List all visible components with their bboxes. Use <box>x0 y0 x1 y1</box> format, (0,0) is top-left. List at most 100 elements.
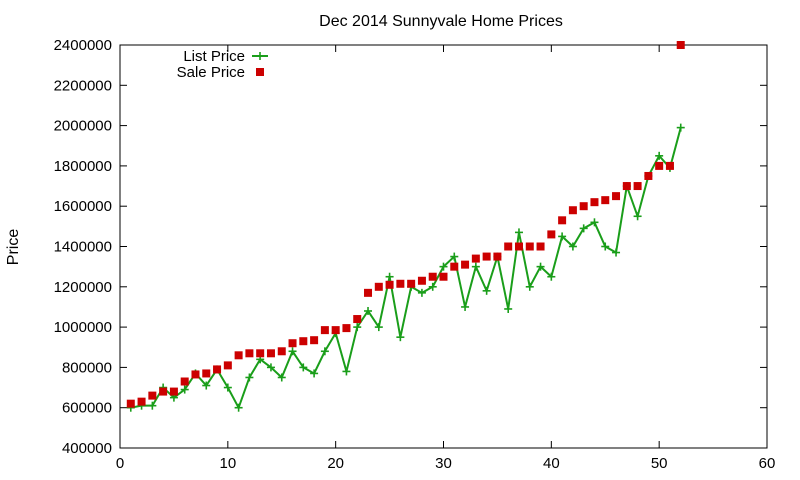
sale-price-point <box>234 351 243 360</box>
sale-price-point <box>655 161 664 170</box>
sale-price-point <box>266 349 275 358</box>
x-tick-label: 20 <box>327 455 344 472</box>
legend-sale-price-label: Sale Price <box>177 64 245 81</box>
list-price-point <box>374 323 383 332</box>
sale-price-point <box>568 206 577 215</box>
list-price-line <box>130 127 682 411</box>
sale-price-point <box>353 315 362 324</box>
sale-price-point <box>644 171 653 180</box>
sale-price-point <box>547 230 556 239</box>
sale-price-point <box>385 280 394 289</box>
x-tick-label: 50 <box>651 455 668 472</box>
sale-price-point <box>137 397 146 406</box>
list-price-point <box>385 272 394 281</box>
sale-price-point <box>364 288 373 297</box>
list-price-point <box>180 385 189 394</box>
sale-price-point <box>342 324 351 333</box>
sale-price-point <box>310 336 319 345</box>
sale-price-point <box>331 326 340 335</box>
sale-price-point <box>126 399 135 408</box>
sale-price-point <box>180 377 189 386</box>
list-price-point <box>320 347 329 356</box>
list-price-point <box>342 367 351 376</box>
list-price-point <box>655 151 664 160</box>
sale-price-point <box>191 370 200 379</box>
sale-price-point <box>558 216 567 225</box>
list-price-point <box>504 304 513 313</box>
x-tick-label: 10 <box>219 455 236 472</box>
list-price-point <box>428 282 437 291</box>
legend-list-price-label: List Price <box>183 48 245 65</box>
chart-marks <box>126 41 685 412</box>
sale-price-point <box>461 260 470 269</box>
list-price-point <box>245 373 254 382</box>
sale-price-point <box>676 41 685 49</box>
list-price-point <box>612 248 621 257</box>
list-price-point <box>417 288 426 297</box>
y-tick-label: 1800000 <box>54 158 112 175</box>
sale-price-point <box>256 349 265 358</box>
sale-price-point <box>159 387 168 396</box>
plot-frame <box>119 44 768 449</box>
x-tick-label: 40 <box>543 455 560 472</box>
y-tick-label: 1200000 <box>54 279 112 296</box>
sale-price-point <box>601 196 610 205</box>
sale-price-point <box>213 365 222 374</box>
sale-price-point <box>320 326 329 335</box>
list-price-point <box>547 272 556 281</box>
y-tick-label: 1600000 <box>54 198 112 215</box>
list-price-point <box>364 306 373 315</box>
sale-price-point <box>374 282 383 291</box>
list-price-point <box>579 224 588 233</box>
list-price-point <box>353 323 362 332</box>
list-price-point <box>568 242 577 251</box>
list-price-point <box>148 401 157 410</box>
sale-price-point <box>504 242 513 251</box>
list-price-point <box>277 373 286 382</box>
legend-sale-price-swatch <box>256 68 264 76</box>
list-price-point <box>288 347 297 356</box>
sale-price-point <box>396 279 405 288</box>
sale-price-point <box>579 202 588 211</box>
y-tick-label: 1400000 <box>54 239 112 256</box>
x-tick-label: 0 <box>116 455 124 472</box>
sale-price-point <box>148 391 157 400</box>
sale-price-point <box>622 182 631 191</box>
sale-price-point <box>288 339 297 348</box>
y-tick-label: 400000 <box>62 440 112 457</box>
list-price-point <box>202 381 211 390</box>
y-tick-label: 2000000 <box>54 118 112 135</box>
sale-price-point <box>428 272 437 281</box>
list-price-point <box>450 252 459 261</box>
list-price-point <box>525 282 534 291</box>
list-price-point <box>601 242 610 251</box>
sale-price-point <box>407 279 416 288</box>
list-price-point <box>590 218 599 227</box>
sale-price-point <box>277 347 286 356</box>
x-tick-label: 30 <box>435 455 452 472</box>
sale-price-point <box>299 337 308 346</box>
y-tick-label: 2400000 <box>54 37 112 54</box>
list-price-point <box>471 262 480 271</box>
sale-price-point <box>245 349 254 358</box>
list-price-point <box>310 369 319 378</box>
chart-title: Dec 2014 Sunnyvale Home Prices <box>319 13 563 30</box>
sale-price-point <box>202 369 211 378</box>
list-price-point <box>482 286 491 295</box>
sale-price-point <box>536 242 545 251</box>
sale-price-point <box>471 254 480 263</box>
list-price-point <box>514 228 523 237</box>
y-tick-label: 600000 <box>62 400 112 417</box>
sale-price-point <box>612 192 621 201</box>
sale-price-point <box>450 262 459 271</box>
sale-price-point <box>590 198 599 207</box>
sale-price-point <box>514 242 523 251</box>
list-price-point <box>536 262 545 271</box>
list-price-point <box>223 383 232 392</box>
list-price-point <box>461 302 470 311</box>
sale-price-point <box>493 252 502 261</box>
sale-price-point <box>482 252 491 261</box>
sale-price-point <box>633 182 642 191</box>
